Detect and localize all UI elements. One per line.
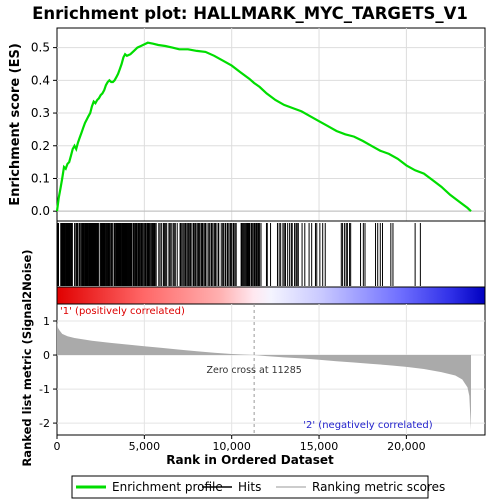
chart-title: Enrichment plot: HALLMARK_MYC_TARGETS_V1 — [32, 4, 468, 23]
enrichment-y-tick-label: 0.5 — [31, 41, 50, 55]
legend-label: Enrichment profile — [112, 480, 223, 494]
negative-correlation-label: '2' (negatively correlated) — [303, 420, 432, 431]
enrichment-panel: 0.0 0.1 0.2 0.3 0.4 0.5 Enrichment score (ES) — [8, 27, 486, 222]
legend-label: Hits — [238, 480, 261, 494]
rank-color-bar-panel — [56, 286, 486, 305]
enrichment-gridlines — [57, 28, 485, 221]
ranked-metric-y-tick-label: 1 — [43, 315, 50, 328]
enrichment-y-tick-label: 0.0 — [31, 204, 50, 218]
ranked-metric-panel: '1' (positively correlated) Zero cross a… — [20, 249, 486, 467]
x-tick-label: 0 — [54, 440, 61, 453]
zero-cross-label: Zero cross at 11285 — [206, 365, 301, 376]
x-tick-label: 15,000 — [300, 440, 339, 453]
enrichment-y-axis-label: Enrichment score (ES) — [8, 43, 23, 206]
ranked-metric-plot-area — [56, 303, 486, 436]
ranked-metric-y-ticks: 1 0 -1 -2 — [39, 315, 57, 430]
ranked-metric-x-ticks: 0 5,000 10,000 15,000 20,000 — [54, 435, 426, 453]
ranked-metric-y-tick-label: 0 — [43, 349, 50, 362]
x-tick-label: 5,000 — [129, 440, 161, 453]
enrichment-y-tick-label: 0.1 — [31, 171, 50, 185]
legend-box — [71, 475, 429, 499]
ranked-metric-y-tick-label: -2 — [39, 417, 50, 430]
x-axis-label: Rank in Ordered Dataset — [166, 453, 334, 467]
enrichment-profile-line — [55, 41, 472, 213]
legend-label: Ranking metric scores — [312, 480, 445, 494]
rank-color-bar — [56, 286, 486, 305]
hit-lines — [57, 223, 421, 286]
x-tick-label: 20,000 — [387, 440, 426, 453]
enrichment-y-tick-label: 0.2 — [31, 139, 50, 153]
enrichment-plot-area — [56, 27, 486, 222]
enrichment-y-tick-label: 0.4 — [31, 73, 50, 87]
ranked-metric-gridlines — [57, 304, 485, 435]
hits-panel — [56, 220, 486, 288]
ranking-metric-area — [57, 321, 471, 430]
enrichment-y-tick-label: 0.3 — [31, 106, 50, 120]
x-tick-label: 10,000 — [212, 440, 251, 453]
ranked-metric-y-axis-label: Ranked list metric (Signal2Noise) — [20, 249, 34, 466]
enrichment-y-ticks: 0.0 0.1 0.2 0.3 0.4 0.5 — [31, 41, 57, 218]
legend: Enrichment profile Hits Ranking metric sco… — [71, 475, 445, 499]
ranked-metric-y-tick-label: -1 — [39, 383, 50, 396]
positive-correlation-label: '1' (positively correlated) — [60, 306, 185, 317]
